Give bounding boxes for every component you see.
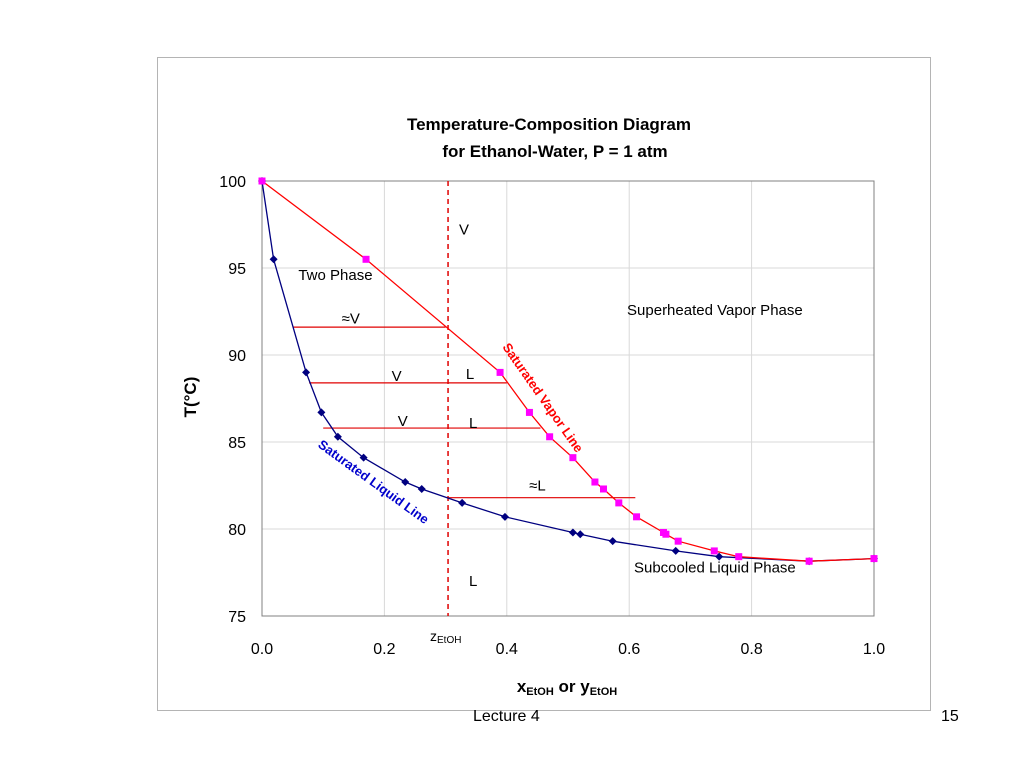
vapor-point-5 xyxy=(546,433,554,441)
series-line-vapor xyxy=(261,180,875,562)
vapor-point-8 xyxy=(599,485,607,493)
liquid-point-5 xyxy=(333,432,342,441)
chart-title: Temperature-Composition Diagram xyxy=(407,115,691,134)
x-tick-label-0.2: 0.2 xyxy=(373,641,395,658)
saturated-liquid-line-label: Saturated Liquid Line xyxy=(315,437,431,527)
vapor-point-17 xyxy=(870,555,878,563)
annotation-7: V xyxy=(398,413,408,430)
annotations: V Two Phase Superheated Vapor Phase ≈V V L V L ≈… xyxy=(298,222,802,590)
vapor-point-1 xyxy=(258,177,266,185)
annotation-5: V xyxy=(392,368,402,385)
vapor-point-9 xyxy=(615,499,623,507)
plot-area xyxy=(261,180,875,617)
series-line-liquid xyxy=(261,180,875,562)
y-tick-label-90: 90 xyxy=(228,348,246,365)
annotation-11: Subcooled Liquid Phase xyxy=(634,559,796,576)
liquid-point-13 xyxy=(608,537,617,546)
x-tick-label-0.8: 0.8 xyxy=(740,641,762,658)
y-tick-labels: 75 80 85 90 95 100 xyxy=(219,174,246,626)
liquid-point-10 xyxy=(500,512,509,521)
vapor-point-12 xyxy=(662,530,670,538)
annotation-3: Superheated Vapor Phase xyxy=(627,302,803,319)
x-axis-label: xEtOH or yEtOH xyxy=(517,677,617,698)
liquid-point-9 xyxy=(458,498,467,507)
liquid-point-15 xyxy=(715,552,724,561)
vapor-point-3 xyxy=(496,368,504,376)
x-tick-label-1: 1.0 xyxy=(863,641,885,658)
z-etoh-label: zEtOH xyxy=(430,628,461,646)
y-tick-label-85: 85 xyxy=(228,435,246,452)
y-tick-label-75: 75 xyxy=(228,609,246,626)
annotation-4: ≈V xyxy=(342,310,360,327)
y-tick-label-80: 80 xyxy=(228,522,246,539)
footer-lecture-label: Lecture 4 xyxy=(473,708,540,725)
z-etoh-label-main: z xyxy=(430,628,437,644)
x-tick-label-0.6: 0.6 xyxy=(618,641,640,658)
x-tick-labels: 0.0 0.2 0.4 0.6 0.8 1.0 xyxy=(251,641,885,658)
vapor-point-15 xyxy=(735,553,743,561)
annotation-1: V xyxy=(459,222,469,239)
liquid-point-3 xyxy=(302,368,311,377)
tie-lines xyxy=(292,326,636,499)
y-tick-label-95: 95 xyxy=(228,261,246,278)
liquid-point-2 xyxy=(269,255,278,264)
vapor-point-10 xyxy=(633,513,641,521)
vapor-point-7 xyxy=(591,478,599,486)
x-axis-label-mid: or y xyxy=(554,677,590,696)
liquid-point-14 xyxy=(671,546,680,555)
annotation-2: Two Phase xyxy=(298,267,372,284)
footer-page-number: 15 xyxy=(941,708,959,725)
liquid-point-7 xyxy=(401,478,410,487)
x-axis-label-main: x xyxy=(517,677,527,696)
x-tick-label-0: 0.0 xyxy=(251,641,273,658)
annotation-8: L xyxy=(469,415,477,432)
y-tick-label-100: 100 xyxy=(219,174,246,191)
grid xyxy=(261,180,875,617)
annotation-6: L xyxy=(466,366,474,383)
saturated-vapor-line-label: Saturated Vapor Line xyxy=(499,340,586,455)
liquid-point-11 xyxy=(568,528,577,537)
series xyxy=(258,177,878,566)
slide-frame xyxy=(157,57,931,711)
vapor-point-14 xyxy=(710,547,718,555)
liquid-point-8 xyxy=(417,484,426,493)
liquid-point-6 xyxy=(359,453,368,462)
x-axis-label-sub2: EtOH xyxy=(590,686,618,698)
vapor-point-4 xyxy=(525,408,533,416)
vapor-point-2 xyxy=(362,255,370,263)
vapor-point-16 xyxy=(805,557,813,565)
z-etoh-label-sub: EtOH xyxy=(437,635,461,646)
x-axis-label-sub: EtOH xyxy=(526,686,554,698)
chart-subtitle: for Ethanol-Water, P = 1 atm xyxy=(442,142,667,161)
vapor-point-6 xyxy=(569,454,577,462)
liquid-point-12 xyxy=(576,530,585,539)
vapor-point-13 xyxy=(674,537,682,545)
annotation-10: L xyxy=(469,573,477,590)
x-tick-label-0.4: 0.4 xyxy=(496,641,518,658)
liquid-point-4 xyxy=(317,408,326,417)
y-axis-label: T(°C) xyxy=(181,377,200,418)
annotation-9: ≈L xyxy=(529,478,546,495)
